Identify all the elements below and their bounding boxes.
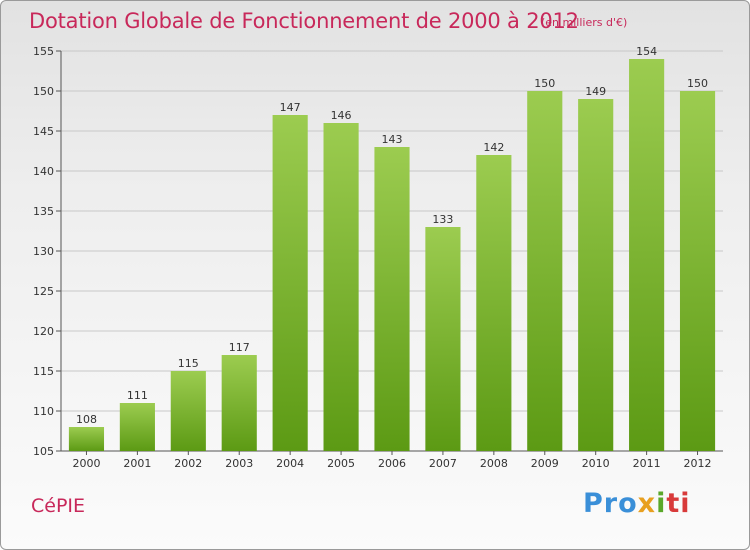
bar (170, 371, 206, 451)
bar (425, 227, 461, 451)
data-label: 149 (585, 85, 606, 98)
x-tick-label: 2005 (327, 457, 355, 470)
data-label: 142 (483, 141, 504, 154)
y-tick-label: 125 (33, 285, 54, 298)
data-label: 143 (382, 133, 403, 146)
bar (119, 403, 155, 451)
x-tick-label: 2002 (174, 457, 202, 470)
bar (374, 147, 410, 451)
data-label: 150 (687, 77, 708, 90)
data-label: 108 (76, 413, 97, 426)
commune-name: CéPIE (31, 495, 86, 517)
data-label: 117 (229, 341, 250, 354)
y-tick-label: 105 (33, 445, 54, 458)
x-tick-label: 2000 (72, 457, 100, 470)
bar (272, 115, 308, 451)
data-label: 115 (178, 357, 199, 370)
y-tick-label: 115 (33, 365, 54, 378)
y-tick-label: 145 (33, 125, 54, 138)
data-label: 150 (534, 77, 555, 90)
y-tick-label: 120 (33, 325, 54, 338)
unit-note: (en milliers d'€) (541, 16, 628, 29)
proxiti-logo[interactable]: Proxiti (583, 488, 691, 519)
x-tick-label: 2006 (378, 457, 406, 470)
y-tick-label: 130 (33, 245, 54, 258)
y-tick-label: 135 (33, 205, 54, 218)
x-tick-label: 2008 (480, 457, 508, 470)
y-tick-label: 110 (33, 405, 54, 418)
bar (527, 91, 563, 451)
x-tick-label: 2003 (225, 457, 253, 470)
bar (476, 155, 512, 451)
x-tick-label: 2007 (429, 457, 457, 470)
x-tick-label: 2009 (531, 457, 559, 470)
bar (68, 427, 105, 451)
data-label: 133 (432, 213, 453, 226)
x-tick-label: 2001 (123, 457, 151, 470)
bar (323, 123, 359, 451)
x-tick-label: 2004 (276, 457, 304, 470)
y-tick-label: 150 (33, 85, 54, 98)
x-tick-label: 2010 (582, 457, 610, 470)
bar (679, 91, 716, 451)
chart-title: Dotation Globale de Fonctionnement de 20… (29, 9, 579, 33)
y-tick-label: 140 (33, 165, 54, 178)
bar (629, 59, 665, 451)
y-tick-label: 155 (33, 45, 54, 58)
data-label: 154 (636, 45, 657, 58)
x-tick-label: 2011 (633, 457, 661, 470)
data-label: 147 (280, 101, 301, 114)
x-tick-label: 2012 (684, 457, 712, 470)
data-label: 146 (331, 109, 352, 122)
data-label: 111 (127, 389, 148, 402)
bar (221, 355, 257, 451)
bar (578, 99, 614, 451)
